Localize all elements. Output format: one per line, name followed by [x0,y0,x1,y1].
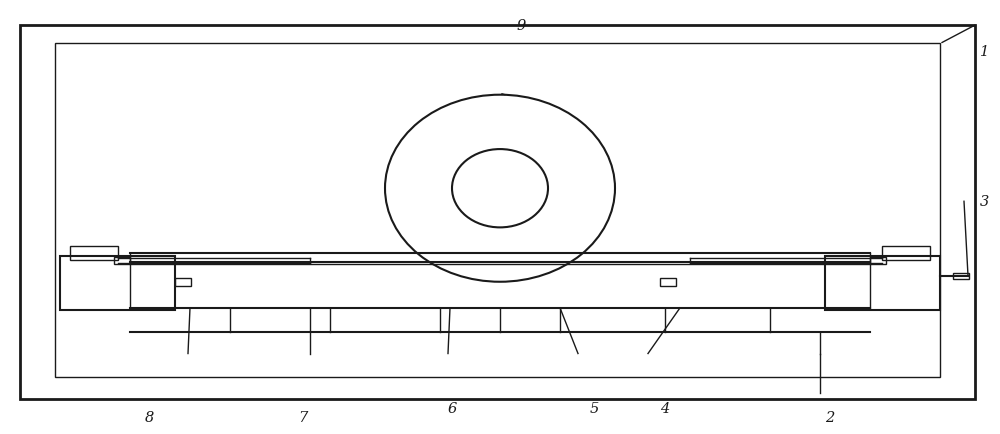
Bar [175,279,191,286]
Bar [953,273,969,279]
Text: 1: 1 [980,45,989,59]
Bar [55,43,940,378]
Bar [114,257,130,265]
Text: 7: 7 [298,410,307,424]
Bar [870,257,886,265]
Bar [20,26,975,399]
Bar [660,279,676,286]
Bar [825,256,940,310]
Text: 2: 2 [825,410,834,424]
Text: 4: 4 [660,401,669,415]
Text: 8: 8 [145,410,154,424]
Text: 6: 6 [448,401,457,415]
Bar [60,256,175,310]
Text: 5: 5 [590,401,599,415]
Text: 9: 9 [517,19,526,33]
Bar [882,247,930,260]
Text: 3: 3 [980,195,989,209]
Bar [70,247,118,260]
